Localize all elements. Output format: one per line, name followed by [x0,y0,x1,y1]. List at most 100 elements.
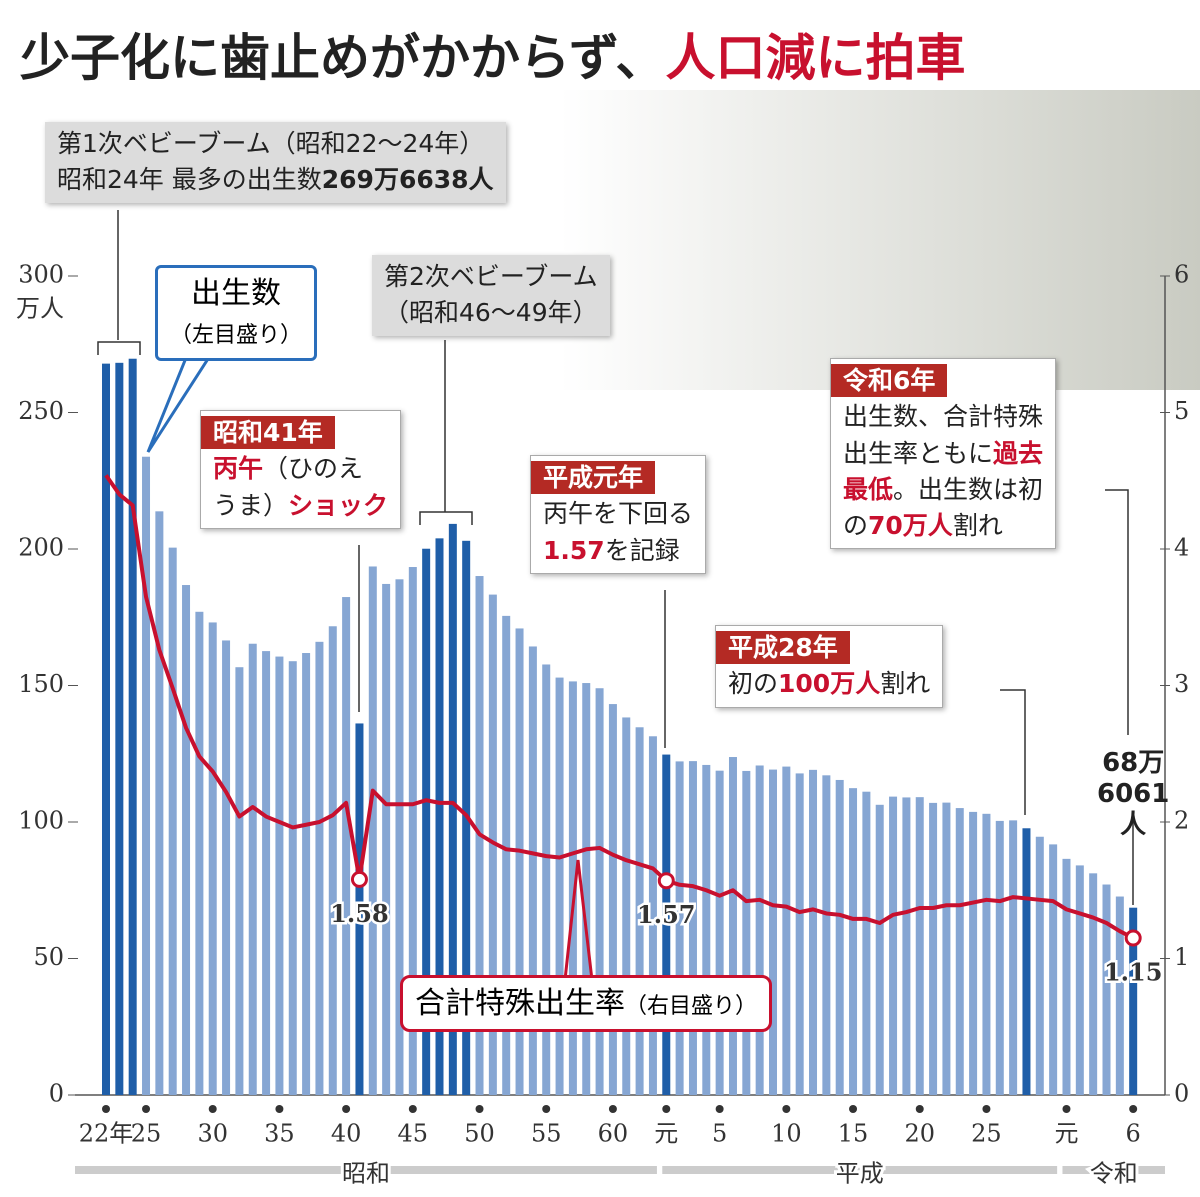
text-segment: 最低 [843,474,894,504]
bar [875,804,884,1095]
annotation-line: 第1次ベビーブーム（昭和22～24年） [57,126,494,162]
x-tick-label: 20 [904,1120,935,1148]
text-segment: を記録 [604,535,680,565]
x-tick-dot [915,1105,924,1113]
bar [288,661,297,1095]
x-tick-dot [542,1105,551,1113]
legend-pointer [146,347,217,453]
bar [1102,884,1111,1095]
x-tick-label: 元 [1054,1120,1078,1148]
bar [488,594,497,1095]
x-tick-dot [982,1105,991,1113]
header-wrap: 平成28年 [716,630,930,666]
bar [448,523,457,1095]
annotation-line: 丙午（ひのえ [213,451,388,487]
bar [795,773,804,1095]
annotation-header: 令和6年 [831,364,948,397]
point-label: 1.58 [330,899,388,928]
y-tick-label: 0 [49,1080,64,1108]
text-segment: 丙午 [213,454,264,484]
bar [622,717,631,1095]
leader-lines [97,210,1134,905]
y2-tick-label: 3 [1174,670,1189,698]
y-tick-label: 250 [18,397,64,425]
bar [1089,873,1098,1095]
x-tick-label: 50 [464,1120,495,1148]
x-tick-label: 元 [654,1120,678,1148]
annotation-line: うま）ショック [213,488,388,524]
x-tick-label: 22年 [79,1120,134,1148]
annotation-line: 昭和24年 最多の出生数269万6638人 [57,162,494,198]
y2-tick-label: 0 [1174,1080,1189,1108]
bar [929,802,938,1095]
text-segment: 出生率ともに [843,438,994,468]
photo-placeholder [560,90,1200,390]
text-segment: 70万人 [868,511,953,540]
annotation-box: 第2次ベビーブーム （昭和46～49年） [372,255,610,336]
annotation-header: 平成28年 [716,631,850,664]
text-segment: 初の [728,669,779,699]
x-tick-label: 6 [1126,1120,1141,1148]
header-wrap: 昭和41年 [201,415,388,451]
bar [1035,836,1044,1095]
bar [849,788,858,1095]
x-tick-dot [275,1105,284,1113]
bar [755,765,764,1095]
x-tick-dot [1062,1105,1071,1113]
text-segment: 過去 [993,438,1044,468]
x-tick-dot [475,1105,484,1113]
text-segment: 100万人 [778,669,881,699]
text-segment: ショック [288,490,389,520]
annotation-line: の70万人割れ [843,508,1043,544]
bar [115,362,124,1096]
legend-pointer [563,859,594,981]
x-tick-dot [408,1105,417,1113]
x-tick-dot [102,1105,110,1113]
legend-note: （左目盛り） [170,323,303,348]
point [350,870,368,888]
y-tick-label: 50 [33,943,64,971]
x-tick-label: 5 [712,1120,727,1148]
annotation-line: 出生率ともに過去 [843,436,1043,472]
bar [142,456,151,1095]
legend: 出生数 （左目盛り） [155,265,318,361]
bar [355,723,364,1095]
x-tick-dot [208,1105,217,1113]
bar [222,640,231,1095]
x-tick-dot [1129,1105,1138,1113]
bar [582,683,591,1095]
x-tick-label: 35 [264,1120,295,1148]
x-tick-label: 30 [197,1120,228,1148]
annotation-line: 1.57を記録 [543,533,693,569]
text-segment: 第1次ベビーブーム [57,129,271,158]
bar [542,664,551,1095]
text-segment: 269万6638人 [321,165,494,195]
bar [195,611,204,1095]
text-segment: 1.57 [543,535,605,565]
annotation-line: 初の100万人割れ [728,666,930,702]
point [1124,929,1142,947]
bar [902,797,911,1095]
annotation-line: 丙午を下回る [543,496,693,532]
y2-tick-label: 6 [1174,261,1189,289]
bar [995,820,1004,1095]
header-wrap: 令和6年 [831,363,1043,399]
bar [1009,820,1018,1095]
x-tick-dot [142,1105,151,1113]
bar [862,791,871,1095]
bar [1115,896,1124,1095]
y2-tick-label: 5 [1174,397,1189,425]
bar [342,597,351,1095]
x-tick-label: 45 [398,1120,429,1148]
annotation-line: 第2次ベビーブーム [384,259,598,295]
bar [889,796,898,1095]
y-unit: 万人 [16,295,64,323]
y-tick-label: 300 [18,261,64,289]
title: 少子化に歯止めがかからず、人口減に拍車 [20,18,966,90]
text-segment: 割れ [880,669,931,699]
annotation-box: 平成元年 丙午を下回る 1.57を記録 [530,455,707,574]
point-label: 1.15 [1104,958,1162,987]
bar [235,667,244,1095]
bar [208,622,217,1095]
x-tick-dot [662,1105,671,1113]
